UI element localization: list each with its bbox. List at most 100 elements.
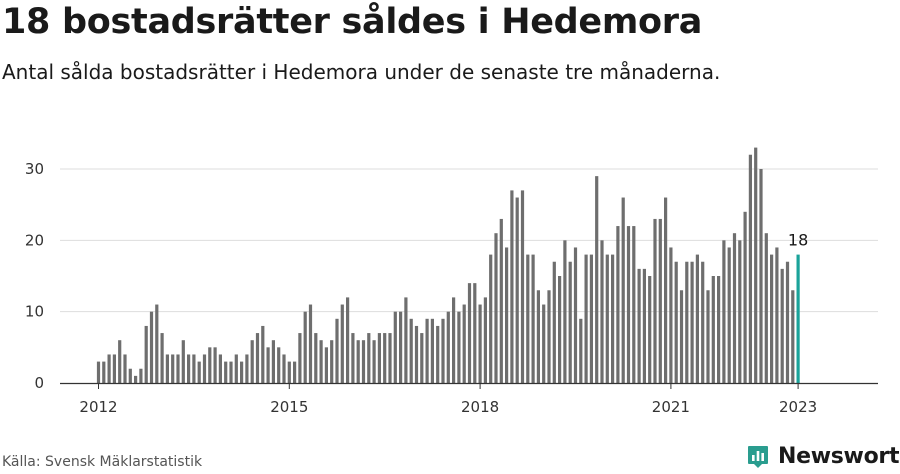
bar xyxy=(324,347,328,383)
bar xyxy=(160,333,164,383)
bar xyxy=(483,297,487,383)
bar xyxy=(282,354,286,383)
bar xyxy=(287,361,291,383)
bar xyxy=(277,347,281,383)
bar xyxy=(452,297,456,383)
bar xyxy=(695,254,699,383)
bar xyxy=(605,254,609,383)
bar xyxy=(372,340,376,383)
bar xyxy=(473,283,477,383)
bar xyxy=(404,297,408,383)
bar xyxy=(361,340,366,383)
bar xyxy=(785,261,790,383)
bar xyxy=(192,354,196,383)
source-note: Källa: Svensk Mäklarstatistik xyxy=(2,454,203,470)
bar xyxy=(240,361,244,383)
bar xyxy=(330,340,334,383)
bar xyxy=(144,325,148,383)
bar xyxy=(197,361,201,383)
bar xyxy=(213,347,217,383)
bar xyxy=(664,197,668,383)
brand[interactable]: Newsworthy xyxy=(746,441,900,471)
bar xyxy=(658,218,662,383)
bar xyxy=(414,325,419,383)
bar xyxy=(600,240,604,383)
bars xyxy=(96,147,800,383)
bar xyxy=(536,290,540,383)
chart-subtitle: Antal sålda bostadsrätter i Hedemora und… xyxy=(2,60,721,84)
bar xyxy=(632,226,636,383)
bar xyxy=(489,254,493,383)
bar xyxy=(711,276,715,383)
bar xyxy=(563,240,567,383)
bar xyxy=(165,354,169,383)
bar xyxy=(494,233,498,383)
bar xyxy=(340,304,344,383)
bar xyxy=(457,311,461,383)
bar xyxy=(123,354,127,383)
bar xyxy=(250,340,254,383)
axes: 0 10 20 30 2012 2015 2018 2021 2023 18 xyxy=(25,160,878,416)
bar xyxy=(611,254,615,383)
bar xyxy=(722,240,726,383)
bar xyxy=(637,268,641,383)
bar xyxy=(271,340,275,383)
bar xyxy=(520,190,525,383)
bar xyxy=(743,211,747,383)
bar xyxy=(621,197,625,383)
newsworthy-logo-icon xyxy=(748,446,768,468)
bar xyxy=(409,318,413,383)
bar xyxy=(584,254,588,383)
bar xyxy=(436,325,440,383)
bar xyxy=(96,361,101,383)
bar xyxy=(181,340,185,383)
bar xyxy=(149,311,154,383)
bar xyxy=(377,333,381,383)
bar xyxy=(393,311,397,383)
bar xyxy=(674,261,678,383)
bar xyxy=(208,347,212,383)
bar xyxy=(462,304,466,383)
bar xyxy=(558,276,562,383)
y-tick-label: 30 xyxy=(25,160,44,178)
bar xyxy=(547,290,551,383)
bar xyxy=(759,169,763,383)
bar xyxy=(626,226,631,383)
bar xyxy=(351,333,355,383)
bar xyxy=(446,311,450,383)
x-tick-label: 2015 xyxy=(270,398,308,416)
bar xyxy=(595,176,599,383)
x-tick-label: 2023 xyxy=(779,398,817,416)
bar xyxy=(653,218,657,383)
bar xyxy=(589,254,593,383)
bar xyxy=(335,318,339,383)
bar xyxy=(224,361,228,383)
bar xyxy=(308,304,313,383)
bar xyxy=(245,354,249,383)
bar xyxy=(732,233,737,383)
bar xyxy=(314,333,318,383)
bar xyxy=(218,354,222,383)
bar xyxy=(441,318,445,383)
bar xyxy=(526,254,530,383)
brand-name: Newsworthy xyxy=(778,443,900,469)
bar xyxy=(764,233,768,383)
bar xyxy=(234,354,238,383)
bar xyxy=(128,368,132,383)
bar xyxy=(690,261,694,383)
x-tick-label: 2021 xyxy=(652,398,690,416)
bar xyxy=(701,261,705,383)
bar xyxy=(261,325,265,383)
bar xyxy=(171,354,175,383)
bar xyxy=(505,247,509,383)
bar xyxy=(134,375,138,383)
bar-latest xyxy=(796,254,800,383)
bar xyxy=(266,347,270,383)
bar xyxy=(568,261,572,383)
bar xyxy=(102,361,106,383)
bar xyxy=(107,354,111,383)
bar xyxy=(573,247,578,383)
bar xyxy=(531,254,535,383)
bar xyxy=(155,304,159,383)
